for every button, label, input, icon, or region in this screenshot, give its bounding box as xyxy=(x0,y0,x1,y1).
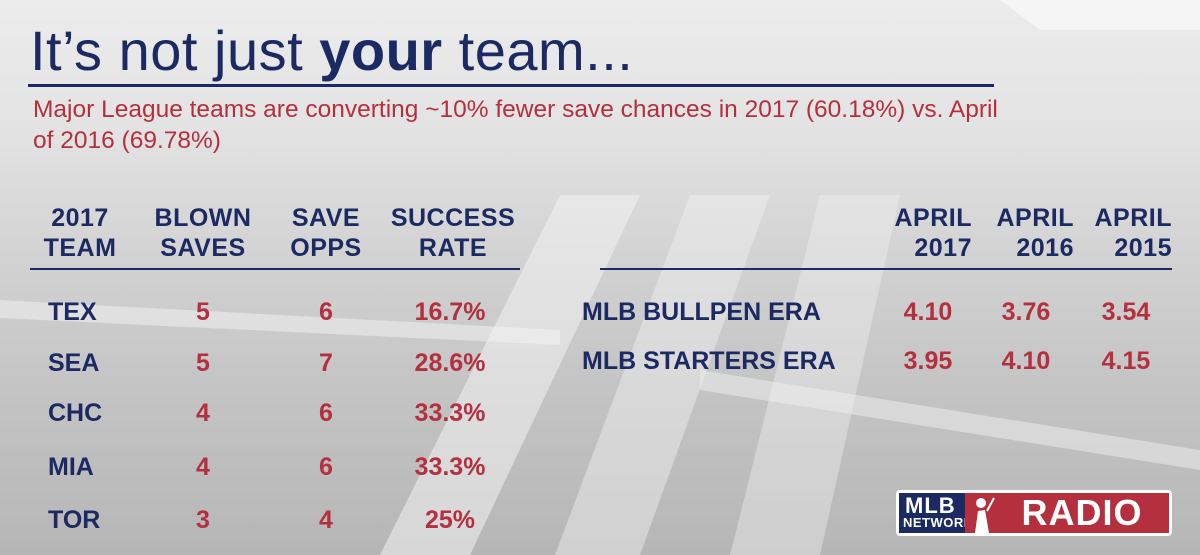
page-title: It’s not just your team... xyxy=(30,19,634,82)
success-rate-cell: 25% xyxy=(424,506,476,534)
left-table-rule xyxy=(30,268,520,270)
era-row-label: MLB STARTERS ERA xyxy=(582,347,836,375)
save-opps-cell: 6 xyxy=(319,399,333,427)
header-april-2015: APRIL 2015 xyxy=(1094,204,1172,262)
success-rate-cell: 16.7% xyxy=(414,298,486,326)
logo-radio-text: RADIO xyxy=(995,493,1169,533)
era-value-2016: 4.10 xyxy=(1001,347,1051,375)
success-rate-cell: 33.3% xyxy=(414,399,486,427)
header-success-rate: SUCCESS RATE xyxy=(390,204,516,262)
save-opps-cell: 7 xyxy=(319,349,333,377)
right-table-rule xyxy=(600,268,1172,270)
blown-saves-cell: 4 xyxy=(196,453,210,481)
blown-saves-cell: 5 xyxy=(196,349,210,377)
header-april-2017: APRIL 2017 xyxy=(894,204,972,262)
title-underline xyxy=(28,84,994,87)
blown-saves-cell: 3 xyxy=(196,506,210,534)
batter-silhouette-icon xyxy=(965,493,995,533)
team-cell: SEA xyxy=(48,349,100,377)
success-rate-cell: 33.3% xyxy=(414,453,486,481)
blown-saves-cell: 4 xyxy=(196,399,210,427)
era-value-2015: 3.54 xyxy=(1101,298,1151,326)
logo-mlb-text: MLB xyxy=(905,493,956,518)
era-value-2016: 3.76 xyxy=(1001,298,1051,326)
team-cell: MIA xyxy=(48,453,94,481)
success-rate-cell: 28.6% xyxy=(414,349,486,377)
team-cell: TOR xyxy=(48,506,101,534)
logo-network-text: NETWORK xyxy=(903,515,974,530)
save-opps-cell: 4 xyxy=(319,506,333,534)
era-row-label: MLB BULLPEN ERA xyxy=(582,298,821,326)
subtitle: Major League teams are converting ~10% f… xyxy=(33,96,998,154)
team-cell: TEX xyxy=(48,298,97,326)
era-value-2017: 3.95 xyxy=(903,347,953,375)
mlb-network-radio-logo: MLB NETWORK RADIO xyxy=(896,490,1172,536)
header-team: 2017 TEAM xyxy=(43,204,117,262)
save-opps-cell: 6 xyxy=(319,298,333,326)
header-save-opps: SAVE OPPS xyxy=(290,204,362,262)
era-value-2017: 4.10 xyxy=(903,298,953,326)
team-cell: CHC xyxy=(48,399,103,427)
save-opps-cell: 6 xyxy=(319,453,333,481)
blown-saves-cell: 5 xyxy=(196,298,210,326)
header-april-2016: APRIL 2016 xyxy=(996,204,1074,262)
logo-mlb-network-block: MLB NETWORK xyxy=(899,493,995,533)
era-value-2015: 4.15 xyxy=(1101,347,1151,375)
header-blown-saves: BLOWN SAVES xyxy=(154,204,252,262)
